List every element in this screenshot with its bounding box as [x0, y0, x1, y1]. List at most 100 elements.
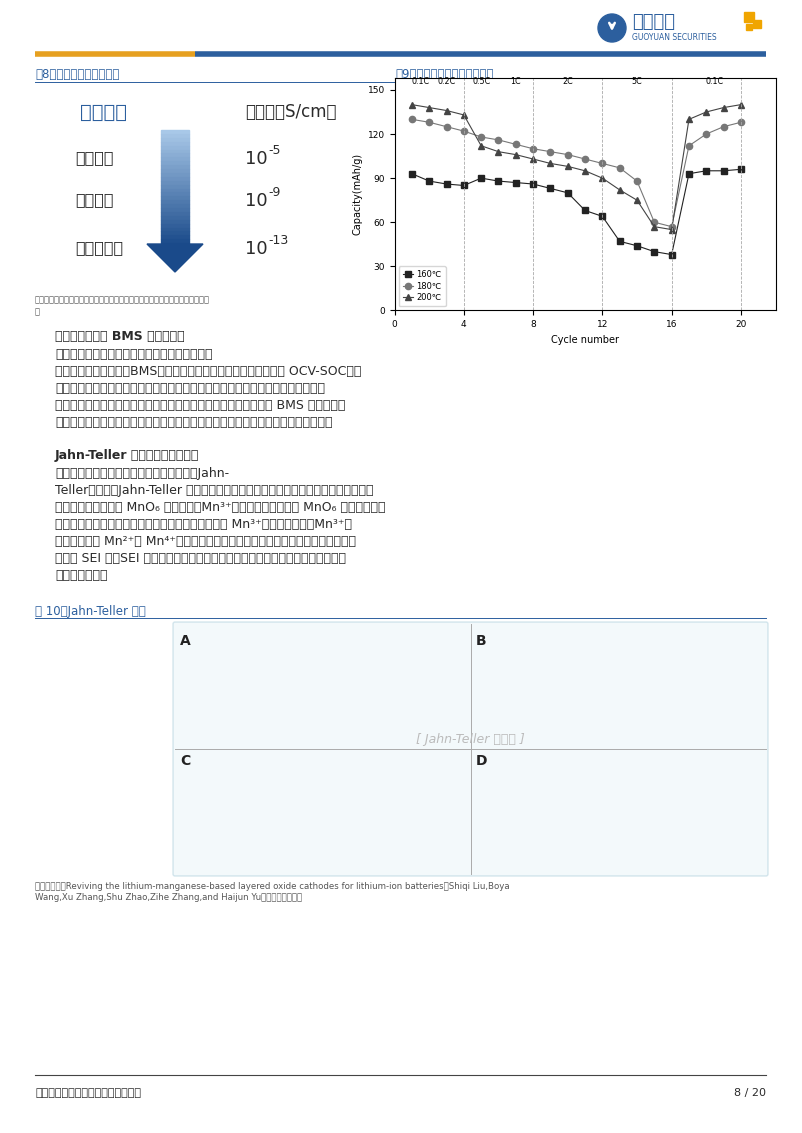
Bar [161, 231, 189, 236]
180℃ [476, 130, 486, 144]
180℃ [632, 174, 642, 188]
160℃ [424, 174, 434, 188]
Text: 10: 10 [245, 240, 268, 258]
180℃ [684, 139, 694, 153]
Text: Jahn-Teller 效应影响循环性能。: Jahn-Teller 效应影响循环性能。 [55, 449, 200, 462]
200℃ [666, 223, 676, 237]
Text: 寿命和稳定性。: 寿命和稳定性。 [55, 569, 107, 582]
200℃ [545, 156, 555, 170]
Bar [161, 228, 189, 231]
Text: 正极材料: 正极材料 [80, 102, 127, 121]
Text: 国元证券: 国元证券 [632, 12, 675, 31]
Bar [161, 169, 189, 173]
160℃ [702, 164, 711, 178]
Bar [161, 138, 189, 142]
180℃ [407, 112, 417, 126]
180℃ [442, 120, 452, 134]
Bar [161, 236, 189, 239]
FancyBboxPatch shape [173, 622, 768, 876]
160℃ [563, 186, 573, 199]
Line: 200℃: 200℃ [409, 102, 744, 232]
Line: 160℃: 160℃ [409, 167, 743, 257]
Text: 5C: 5C [632, 77, 642, 85]
Text: A: A [180, 634, 191, 648]
200℃ [424, 101, 434, 114]
Text: 算难度和精度；双平台往往会引起剩余续航里程数据的波动，导致 BMS 难度开发加: 算难度和精度；双平台往往会引起剩余续航里程数据的波动，导致 BMS 难度开发加 [55, 399, 346, 412]
200℃ [442, 104, 452, 118]
200℃ [597, 171, 607, 185]
160℃ [719, 164, 728, 178]
160℃ [615, 235, 625, 248]
Text: [ Jahn-Teller 效应图 ]: [ Jahn-Teller 效应图 ] [416, 733, 525, 746]
200℃ [719, 101, 728, 114]
Text: 平状；电池管理系统（BMS）在估算电池的剩余电量时，往往是以 OCV-SOC（电: 平状；电池管理系统（BMS）在估算电池的剩余电量时，往往是以 OCV-SOC（电 [55, 365, 362, 378]
Bar [744, 12, 754, 22]
200℃ [650, 220, 659, 233]
160℃ [736, 162, 746, 176]
Text: 磷酸铁锂: 磷酸铁锂 [75, 193, 114, 207]
Bar [161, 239, 189, 244]
Bar [161, 196, 189, 201]
Line: 180℃: 180℃ [409, 117, 744, 230]
Bar [161, 201, 189, 204]
Text: -9: -9 [268, 187, 281, 199]
180℃ [494, 133, 504, 146]
Text: 请务必阅读正文之后的免责条款部分: 请务必阅读正文之后的免责条款部分 [35, 1088, 141, 1098]
200℃ [615, 184, 625, 197]
Text: 0.1C: 0.1C [411, 77, 430, 85]
200℃ [529, 152, 538, 165]
Bar [161, 212, 189, 215]
Bar [161, 130, 189, 134]
Bar [161, 142, 189, 146]
Bar [161, 153, 189, 157]
Text: 大；通过与三元材料混搭的方式，保持电压平台的渐变性，可以有效规避这个问题。: 大；通过与三元材料混搭的方式，保持电压平台的渐变性，可以有效规避这个问题。 [55, 416, 333, 429]
200℃ [684, 112, 694, 126]
Bar [161, 165, 189, 169]
160℃ [476, 171, 486, 185]
Text: 资料来源：《Reviving the lithium-manganese-based layered oxide cathodes for lithium-io: 资料来源：《Reviving the lithium-manganese-bas… [35, 881, 509, 891]
Legend: 160℃, 180℃, 200℃: 160℃, 180℃, 200℃ [399, 266, 446, 306]
160℃ [511, 176, 520, 189]
180℃ [459, 125, 468, 138]
Bar [161, 177, 189, 180]
Text: 磷酸锰铁锂: 磷酸锰铁锂 [75, 240, 124, 256]
Text: 资料来源：宫高飚《磷酸锰铁锂正极材料电化学性能研究》，国元证券研究所: 资料来源：宫高飚《磷酸锰铁锂正极材料电化学性能研究》，国元证券研究所 [395, 295, 565, 304]
Bar [161, 220, 189, 223]
200℃ [511, 147, 520, 161]
Text: 图9：磷酸锰铁锂的倍率性能图: 图9：磷酸锰铁锂的倍率性能图 [395, 68, 493, 82]
Text: GUOYUAN SECURITIES: GUOYUAN SECURITIES [632, 33, 717, 42]
160℃ [597, 210, 607, 223]
160℃ [684, 167, 694, 180]
160℃ [580, 204, 589, 218]
Bar [746, 24, 752, 29]
200℃ [632, 194, 642, 207]
200℃ [494, 145, 504, 159]
X-axis label: Cycle number: Cycle number [551, 334, 619, 344]
Text: 三元材料: 三元材料 [75, 151, 114, 165]
Text: 8 / 20: 8 / 20 [734, 1088, 766, 1098]
160℃ [632, 239, 642, 253]
Bar [161, 146, 189, 150]
Bar [161, 134, 189, 138]
Text: 负极的 SEI 膜。SEI 膜在修复时会消耗活性锂离子，导致电池容量降低，影响循环: 负极的 SEI 膜。SEI 膜在修复时会消耗活性锂离子，导致电池容量降低，影响循… [55, 552, 346, 565]
200℃ [407, 97, 417, 111]
180℃ [719, 120, 728, 134]
Bar [161, 208, 189, 212]
180℃ [615, 161, 625, 174]
200℃ [476, 139, 486, 153]
Text: 双电压平台增加 BMS 开发难度。: 双电压平台增加 BMS 开发难度。 [55, 330, 184, 343]
Bar [161, 180, 189, 185]
Bar [161, 223, 189, 228]
180℃ [511, 137, 520, 151]
200℃ [736, 97, 746, 111]
Text: 池的开路电压和剩余电量的一一对应关系）来标定；电压平台呈水平状，增加了估: 池的开路电压和剩余电量的一一对应关系）来标定；电压平台呈水平状，增加了估 [55, 382, 325, 395]
180℃ [736, 116, 746, 129]
Text: 资料来源：程翔《车用磷酸铁锂复合电池性能及加速寿命研究》，国元证券研究
所: 资料来源：程翔《车用磷酸铁锂复合电池性能及加速寿命研究》，国元证券研究 所 [35, 295, 210, 316]
Text: 图 10：Jahn-Teller 效应: 图 10：Jahn-Teller 效应 [35, 605, 146, 617]
Bar [161, 185, 189, 188]
Text: 10: 10 [245, 150, 268, 168]
Bar [161, 173, 189, 177]
160℃ [666, 248, 676, 262]
Text: 电解液分解产生的酸腐蚀正极材料中的锰离子，加速 Mn³⁺歧化反应进程。Mn³⁺歧: 电解液分解产生的酸腐蚀正极材料中的锰离子，加速 Mn³⁺歧化反应进程。Mn³⁺歧 [55, 518, 352, 531]
160℃ [529, 177, 538, 190]
